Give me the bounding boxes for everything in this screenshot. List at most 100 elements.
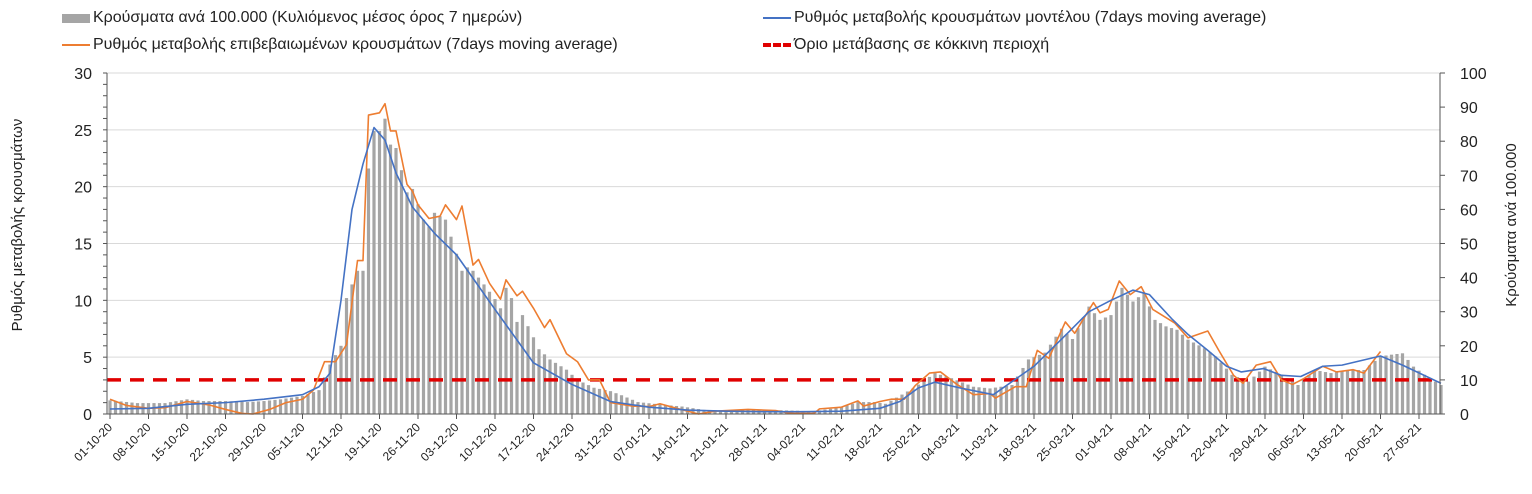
bar (911, 388, 915, 414)
bar (1422, 374, 1427, 414)
bar (1087, 306, 1091, 414)
bar (652, 403, 657, 414)
bar (845, 405, 849, 414)
bar (586, 385, 591, 414)
y-right-tick-label: 50 (1460, 237, 1478, 254)
bar (713, 410, 717, 414)
legend-label-model: Ρυθμός μεταβολής κρουσμάτων μοντέλου (7d… (794, 9, 1267, 26)
x-tick-label: 26-11-20 (380, 420, 423, 463)
bar (1384, 355, 1388, 414)
legend-swatch-confirmed (62, 44, 90, 46)
y-right-tick-label: 90 (1460, 100, 1478, 117)
bar (267, 400, 272, 414)
y-left-tick-label: 5 (83, 350, 92, 367)
legend-label-confirmed: Ρυθμός μεταβολής επιβεβαιωμένων κρουσμάτ… (93, 36, 618, 53)
bar (1340, 371, 1344, 414)
bar (889, 400, 893, 414)
bar (405, 192, 409, 414)
x-tick-label: 29-10-20 (225, 420, 269, 464)
bar (498, 308, 503, 414)
model-rate-line (109, 126, 1442, 413)
bar (1373, 360, 1377, 414)
bar (377, 130, 382, 414)
bar (641, 402, 646, 414)
x-tick-label: 06-05-21 (1265, 420, 1309, 464)
bar (1059, 328, 1064, 414)
bar (1279, 374, 1284, 414)
bar (284, 398, 288, 414)
bar (317, 390, 321, 414)
bar (570, 374, 574, 414)
y-right-axis-title: Κρούσματα ανά 100.000 (1503, 143, 1520, 306)
bar (1235, 377, 1240, 414)
bar (410, 188, 415, 414)
bar (1186, 339, 1190, 414)
y-left-tick-label: 30 (74, 66, 92, 83)
bar (300, 395, 305, 414)
bar (696, 409, 701, 414)
bar (119, 401, 123, 414)
bar (905, 391, 910, 414)
x-tick-label: 15-04-21 (1149, 420, 1193, 464)
bar (1263, 366, 1267, 414)
bar (916, 384, 921, 414)
bar (240, 401, 244, 414)
bar (603, 390, 607, 414)
y-right-tick-label: 100 (1460, 66, 1487, 83)
confirmed-rate-line (109, 102, 1382, 415)
bar (289, 397, 294, 414)
bar (476, 277, 481, 414)
y-left-tick-label: 25 (74, 123, 92, 140)
x-tick-label: 27-05-21 (1380, 420, 1424, 464)
bar (1103, 317, 1108, 414)
bar (724, 410, 728, 414)
x-tick-label: 22-10-20 (187, 420, 231, 464)
x-tick-label: 24-12-20 (533, 420, 577, 464)
x-tick-label: 21-01-21 (687, 420, 731, 464)
bar (1219, 362, 1223, 414)
x-tick-label: 19-11-20 (341, 420, 384, 463)
bar (922, 380, 926, 414)
bar (1307, 375, 1311, 414)
y-right-tick-label: 40 (1460, 271, 1478, 288)
bar (1362, 370, 1366, 414)
x-tick-label: 12-11-20 (303, 420, 346, 463)
bar (504, 287, 508, 414)
bar (938, 374, 943, 414)
bar (460, 270, 464, 414)
bar (1125, 294, 1130, 414)
bar (328, 364, 332, 414)
bar (691, 408, 695, 414)
legend-item-threshold: Όριο μετάβασης σε κόκκινη περιοχή (763, 36, 1049, 54)
bar (487, 291, 492, 414)
bar (1213, 356, 1218, 414)
bar (1252, 376, 1256, 414)
bar (1142, 292, 1146, 414)
bar (443, 219, 448, 414)
x-tick-label: 05-11-20 (264, 420, 307, 463)
bar (361, 270, 365, 414)
bar (955, 380, 959, 414)
x-tick-label: 28-01-21 (726, 420, 770, 464)
bar (718, 410, 723, 414)
bar (1169, 328, 1174, 414)
bar (960, 382, 965, 414)
bar (1054, 336, 1058, 414)
bar (212, 401, 217, 414)
bar (1230, 374, 1234, 414)
bar (900, 394, 904, 414)
bar (1433, 381, 1438, 414)
bar (542, 354, 547, 414)
bar (1092, 313, 1097, 414)
legend-item-bars: Κρούσματα ανά 100.000 (Κυλιόμενος μέσος … (62, 9, 522, 27)
x-tick-label: 04-02-21 (764, 420, 808, 464)
bar (179, 400, 184, 414)
bar (465, 267, 470, 414)
x-tick-label: 07-01-21 (610, 420, 654, 464)
bar (168, 402, 173, 414)
bar (108, 400, 112, 414)
bar (597, 388, 602, 414)
bar (933, 373, 937, 414)
bar (1274, 372, 1278, 414)
bar (861, 402, 866, 414)
